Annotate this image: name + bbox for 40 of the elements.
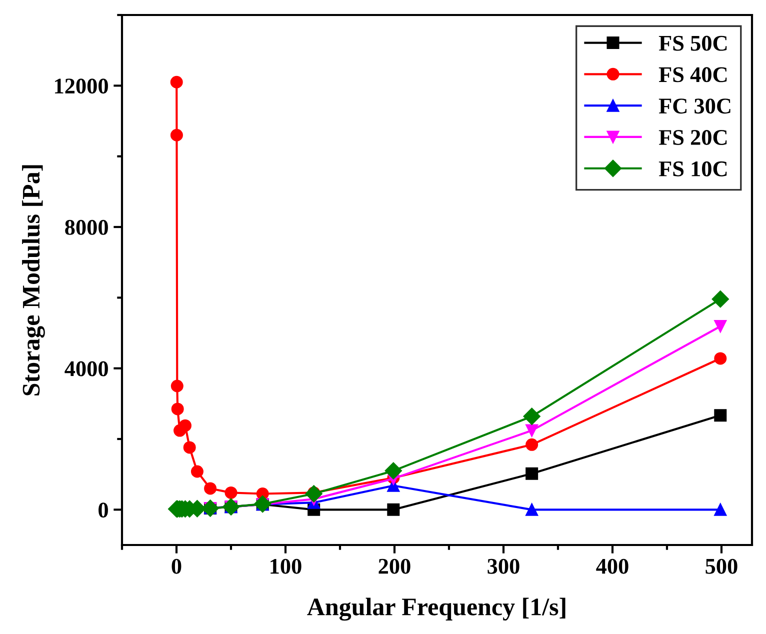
point xyxy=(526,424,538,437)
point xyxy=(305,485,322,502)
point xyxy=(204,482,217,495)
legend-label: FC 30C xyxy=(658,98,730,114)
x-tick-label: 0 xyxy=(172,558,182,574)
point xyxy=(224,486,238,499)
x-tick-label: 500 xyxy=(706,558,738,574)
x-tick-label: 300 xyxy=(488,558,520,574)
legend-label: FS 50C xyxy=(658,36,727,51)
point xyxy=(526,503,538,516)
point xyxy=(190,465,204,478)
point xyxy=(387,503,400,516)
point xyxy=(714,352,727,365)
point xyxy=(714,503,727,516)
point xyxy=(384,462,402,480)
point xyxy=(171,402,184,416)
point xyxy=(183,441,196,454)
x-tick-label: 400 xyxy=(596,558,628,574)
point xyxy=(170,76,183,88)
y-tick-label: 12000 xyxy=(55,78,108,94)
point xyxy=(170,380,184,392)
point xyxy=(202,500,219,517)
point xyxy=(714,320,727,333)
y-tick-label: 8000 xyxy=(65,220,108,235)
y-tick-label: 0 xyxy=(98,502,108,518)
point xyxy=(178,419,192,432)
point xyxy=(714,409,727,422)
point xyxy=(712,290,729,308)
legend-label: FS 40C xyxy=(658,67,727,82)
y-axis-title: Storage Modulus [Pa] xyxy=(22,165,45,396)
x-tick-label: 200 xyxy=(378,558,410,574)
point xyxy=(170,128,183,142)
legend-label: FS 20C xyxy=(658,130,727,145)
x-axis-title: Angular Frequency [1/s] xyxy=(307,598,566,621)
x-tick-label: 100 xyxy=(270,558,302,574)
legend-label: FS 10C xyxy=(658,161,727,176)
point xyxy=(526,438,538,451)
point xyxy=(523,408,540,425)
y-tick-label: 4000 xyxy=(64,361,108,376)
point xyxy=(526,467,538,480)
